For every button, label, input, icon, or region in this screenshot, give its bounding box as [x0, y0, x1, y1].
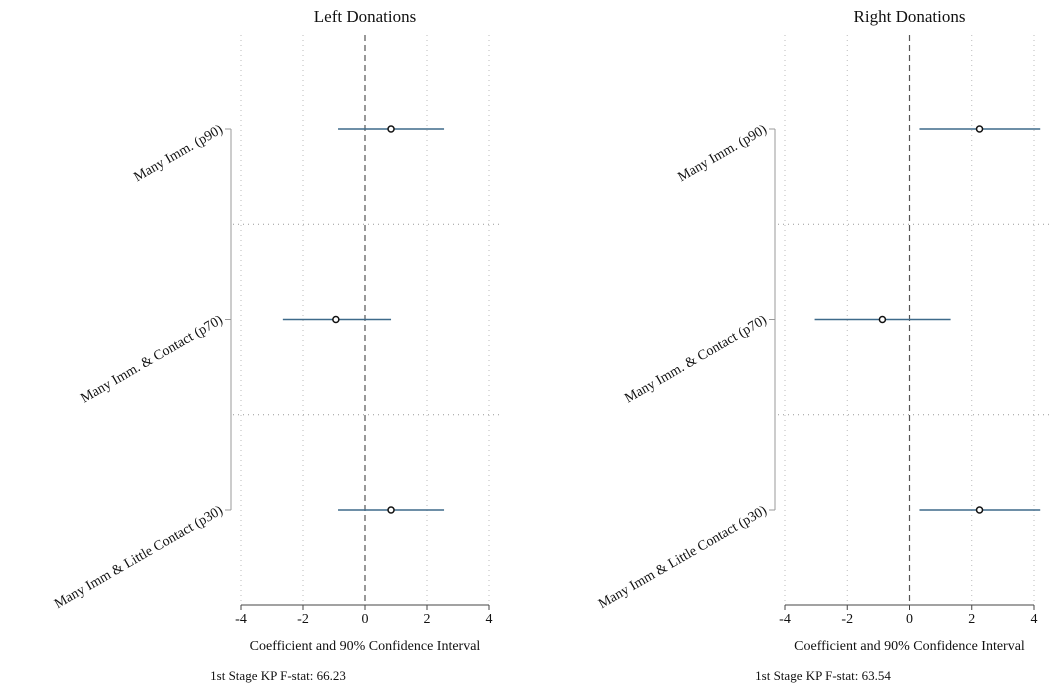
x-tick-label: 0 [362, 612, 369, 627]
x-tick-label: -2 [297, 612, 309, 627]
x-tick-label: -2 [841, 612, 853, 627]
coefficient-point [387, 125, 395, 133]
x-tick-label: 2 [424, 612, 431, 627]
note: 1st Stage KP F-stat: 63.54 [755, 668, 891, 683]
coefficient-point [332, 315, 340, 324]
note: 1st Stage KP F-stat: 66.23 [210, 668, 346, 683]
x-axis-label: Coefficient and 90% Confidence Interval [250, 639, 481, 654]
chart-title: Left Donations [314, 7, 416, 26]
y-tick-label: Many Imm. & Contact (p70) [78, 313, 226, 407]
coefficient-point [975, 125, 984, 133]
x-tick-label: 0 [906, 612, 913, 627]
y-tick-label: Many Imm. (p90) [676, 122, 770, 185]
x-tick-label: 2 [968, 612, 975, 627]
coefficient-point [878, 315, 887, 324]
y-tick-label: Many Imm. & Contact (p70) [622, 313, 770, 407]
coefficient-point [975, 506, 984, 514]
x-axis-label: Coefficient and 90% Confidence Interval [794, 639, 1025, 654]
x-tick-label: -4 [235, 612, 247, 627]
x-tick-label: -4 [779, 612, 791, 627]
x-tick-label: 4 [1031, 612, 1038, 627]
coefficient-point [387, 506, 395, 514]
y-tick-label: Many Imm & Little Contact (p30) [596, 503, 770, 612]
y-tick-label: Many Imm. (p90) [132, 122, 226, 185]
chart-title: Right Donations [854, 7, 966, 26]
x-tick-label: 4 [486, 612, 493, 627]
y-tick-label: Many Imm & Little Contact (p30) [52, 503, 226, 612]
